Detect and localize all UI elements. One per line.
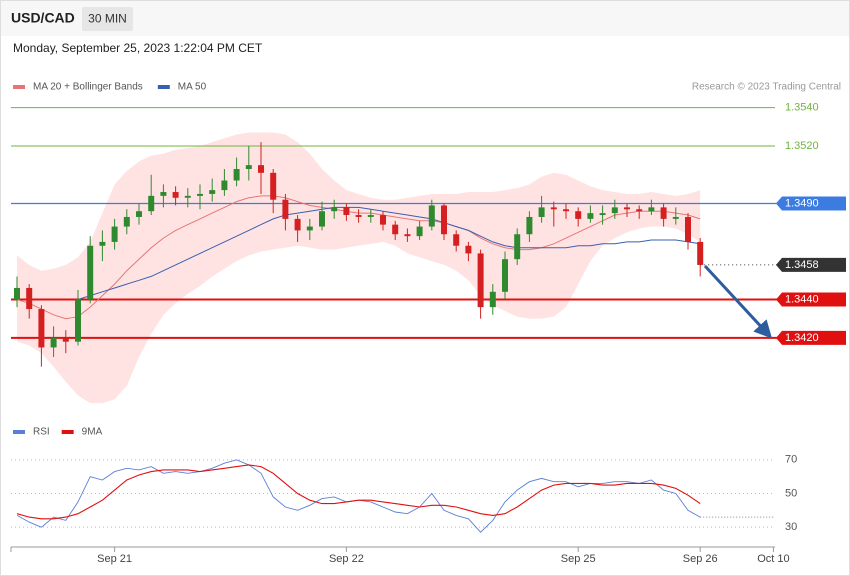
candle-body: [99, 241, 106, 246]
candle-body: [245, 165, 252, 169]
candle-body: [392, 224, 399, 235]
candle-body: [416, 226, 423, 237]
candle-body: [331, 207, 338, 212]
legend-label: MA 50: [178, 82, 207, 93]
candle-body: [197, 193, 203, 196]
candle-body: [294, 218, 301, 231]
x-tick-label: Sep 22: [329, 553, 364, 565]
candle-body: [660, 207, 667, 219]
legend-swatch: [61, 430, 74, 434]
indicator-line: [16, 464, 701, 520]
candle-body: [672, 216, 679, 219]
candle-body: [209, 190, 216, 194]
candle-body: [172, 192, 179, 198]
candle-body: [502, 259, 508, 292]
legend-label: MA 20 + Bollinger Bands: [33, 82, 143, 93]
legend-swatch: [13, 85, 25, 89]
candle-body: [563, 209, 569, 212]
candle-body: [538, 207, 545, 217]
level-label: 1.3490: [785, 197, 819, 209]
candle-body: [685, 216, 691, 242]
candle-body: [111, 226, 118, 242]
level-tag: [776, 196, 846, 211]
candle-body: [270, 172, 277, 200]
y-tick-label: 70: [785, 454, 797, 466]
level-label: 1.3440: [785, 293, 819, 305]
candle-body: [282, 199, 289, 219]
candle-body: [14, 287, 20, 300]
x-tick-label: Sep 26: [683, 553, 718, 565]
level-label: 1.3540: [785, 102, 819, 114]
y-tick-label: 30: [785, 521, 797, 533]
candle-body: [611, 207, 618, 214]
candle-body: [367, 215, 374, 217]
level-tag: [776, 257, 846, 272]
candle-body: [160, 192, 167, 196]
legend-label: 9MA: [82, 427, 103, 438]
candle-body: [123, 216, 130, 227]
candle-body: [184, 195, 191, 198]
datetime: Monday, September 25, 2023 1:22:04 PM CE…: [13, 41, 263, 55]
candle-body: [599, 213, 606, 216]
legend-label: RSI: [33, 427, 50, 438]
x-tick-label: Sep 25: [561, 553, 596, 565]
header-bar: [1, 1, 849, 36]
candle-body: [624, 207, 630, 210]
candle-body: [62, 337, 69, 342]
candle-body: [514, 234, 521, 260]
candle-body: [87, 245, 94, 300]
symbol: USD/CAD: [11, 10, 75, 26]
level-label: 1.3458: [785, 259, 819, 271]
interval: 30 MIN: [88, 12, 127, 26]
legend-swatch: [13, 430, 25, 434]
interval-box: [82, 7, 133, 31]
candle-body: [148, 195, 155, 212]
candle-body: [233, 168, 240, 181]
forecast-arrow: [703, 264, 773, 339]
candle-body: [343, 207, 350, 216]
candle-body: [526, 216, 533, 235]
candle-body: [319, 211, 325, 227]
x-tick-label: Oct 10: [757, 553, 789, 565]
legend-swatch: [157, 85, 170, 89]
candle-body: [477, 253, 484, 308]
level-tag: [776, 292, 846, 307]
moving-average: [77, 206, 701, 300]
credit: Research © 2023 Trading Central: [692, 82, 841, 93]
candle-body: [380, 215, 386, 225]
x-tick-label: Sep 21: [97, 553, 132, 565]
level-label: 1.3520: [785, 140, 819, 152]
candle-body: [75, 299, 81, 342]
candle-body: [26, 287, 33, 310]
level-label: 1.3420: [785, 332, 819, 344]
y-tick-label: 50: [785, 487, 797, 499]
candle-body: [575, 211, 582, 219]
candle-body: [221, 180, 228, 191]
candle-body: [465, 245, 472, 254]
candle-body: [489, 291, 496, 308]
level-tag: [776, 330, 846, 345]
candle-body: [355, 215, 362, 217]
candle-body: [38, 309, 45, 348]
candle-body: [697, 241, 704, 265]
candle-body: [258, 165, 264, 173]
candle-body: [587, 213, 594, 219]
candle-body: [453, 234, 460, 246]
candle-body: [550, 207, 557, 210]
candle-body: [404, 234, 411, 237]
candle-body: [428, 205, 435, 227]
candle-body: [648, 207, 655, 212]
candle-body: [50, 337, 57, 348]
candle-body: [306, 226, 313, 231]
candle-body: [441, 205, 447, 235]
candle-body: [136, 211, 142, 217]
candle-body: [636, 209, 643, 212]
